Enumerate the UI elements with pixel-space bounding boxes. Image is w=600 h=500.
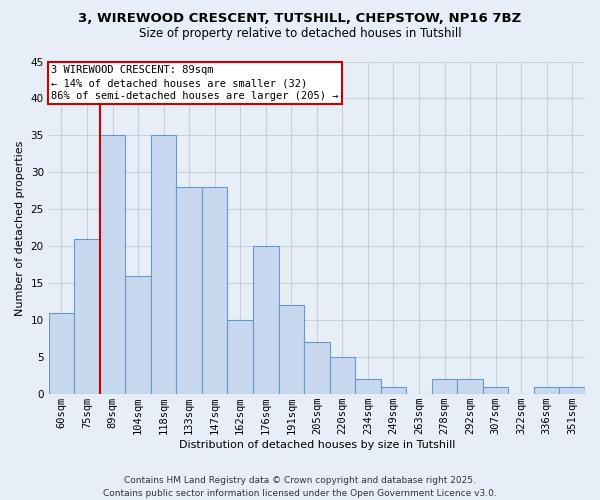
Bar	[432, 380, 457, 394]
Bar	[49, 313, 74, 394]
Bar	[559, 387, 585, 394]
Text: Size of property relative to detached houses in Tutshill: Size of property relative to detached ho…	[139, 28, 461, 40]
X-axis label: Distribution of detached houses by size in Tutshill: Distribution of detached houses by size …	[179, 440, 455, 450]
Bar	[100, 136, 125, 394]
Bar	[176, 187, 202, 394]
Bar	[74, 239, 100, 394]
Bar	[329, 357, 355, 394]
Y-axis label: Number of detached properties: Number of detached properties	[15, 140, 25, 316]
Bar	[483, 387, 508, 394]
Text: 3, WIREWOOD CRESCENT, TUTSHILL, CHEPSTOW, NP16 7BZ: 3, WIREWOOD CRESCENT, TUTSHILL, CHEPSTOW…	[79, 12, 521, 26]
Bar	[202, 187, 227, 394]
Bar	[253, 246, 278, 394]
Bar	[304, 342, 329, 394]
Text: 3 WIREWOOD CRESCENT: 89sqm
← 14% of detached houses are smaller (32)
86% of semi: 3 WIREWOOD CRESCENT: 89sqm ← 14% of deta…	[52, 65, 339, 101]
Bar	[278, 306, 304, 394]
Bar	[534, 387, 559, 394]
Text: Contains HM Land Registry data © Crown copyright and database right 2025.
Contai: Contains HM Land Registry data © Crown c…	[103, 476, 497, 498]
Bar	[380, 387, 406, 394]
Bar	[457, 380, 483, 394]
Bar	[227, 320, 253, 394]
Bar	[151, 136, 176, 394]
Bar	[355, 380, 380, 394]
Bar	[125, 276, 151, 394]
